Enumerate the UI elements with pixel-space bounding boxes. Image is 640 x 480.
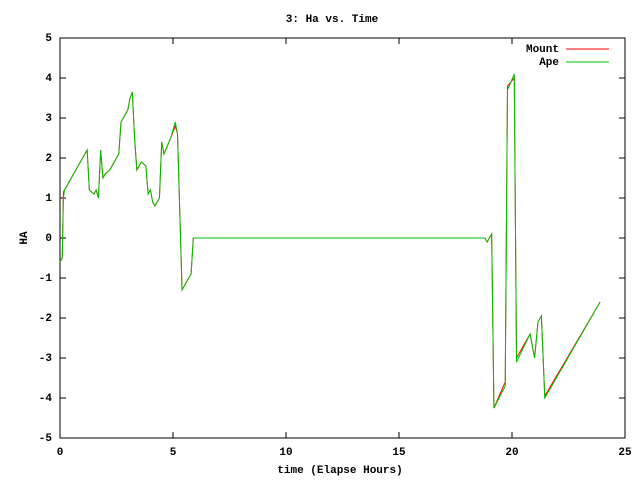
y-tick-label: 4 (45, 73, 52, 85)
y-tick-label: -1 (39, 273, 53, 285)
x-tick-label: 0 (57, 447, 64, 459)
x-tick-label: 25 (618, 447, 632, 459)
y-tick-label: -5 (39, 433, 53, 445)
series-line (59, 73, 601, 409)
y-tick-label: 5 (45, 33, 52, 45)
legend-label: Ape (539, 57, 559, 69)
y-tick-label: -4 (39, 393, 53, 405)
x-tick-label: 5 (170, 447, 177, 459)
chart-title: 3: Ha vs. Time (286, 14, 379, 26)
x-tick-label: 20 (505, 447, 518, 459)
y-tick-label: 2 (45, 153, 52, 165)
x-tick-label: 10 (279, 447, 292, 459)
y-tick-label: -2 (39, 313, 52, 325)
y-tick-label: 3 (45, 113, 52, 125)
y-axis-label: HA (19, 231, 31, 245)
y-tick-label: 1 (45, 193, 52, 205)
x-axis-label: time (Elapse Hours) (277, 465, 402, 477)
y-tick-label: 0 (45, 233, 52, 245)
legend-label: Mount (526, 44, 559, 56)
y-tick-label: -3 (39, 353, 53, 365)
x-tick-label: 15 (392, 447, 406, 459)
